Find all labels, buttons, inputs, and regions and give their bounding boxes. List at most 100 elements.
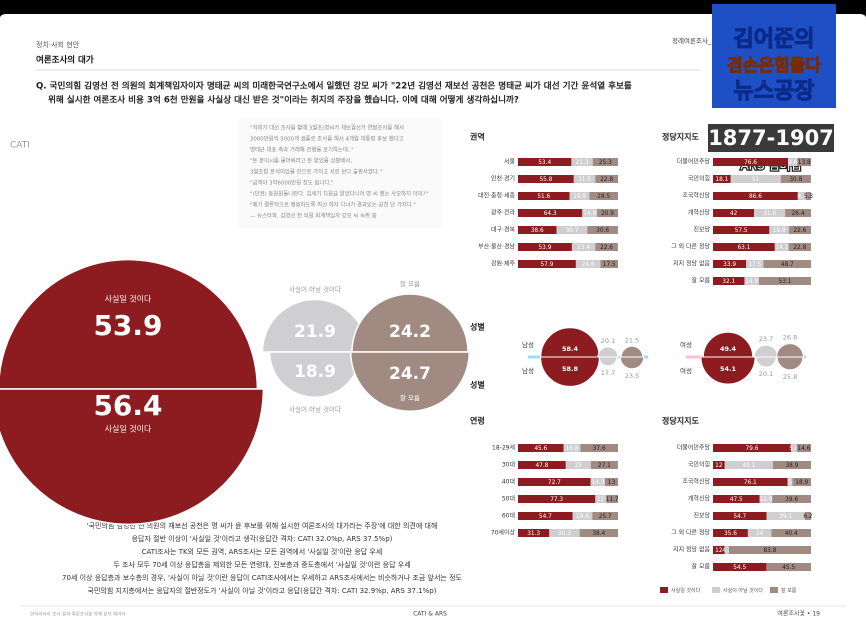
legend-swatch: [660, 587, 668, 593]
value-label: 11.7: [606, 497, 619, 503]
logo-line1: 김어준의: [734, 27, 815, 52]
value-label: 30.6: [596, 228, 609, 234]
category-label: 그 외 다른 정당: [671, 529, 710, 537]
bar-segment: [805, 192, 811, 200]
bar-segment: [595, 243, 618, 251]
value-label: 31.6: [763, 211, 776, 217]
bar-segment: [796, 444, 811, 452]
category-label: 조국혁신당: [682, 192, 710, 200]
quote-line: "금액이 3억6000만원 정도 됩니다.": [250, 179, 334, 187]
quote-box: [238, 118, 442, 228]
bar-segment: [518, 461, 566, 469]
logo-line2: 겸손은힘들다: [727, 55, 821, 76]
value-label: 21.9: [294, 322, 336, 342]
bar-segment: [549, 529, 580, 537]
value-label: 12.9: [759, 497, 772, 503]
bubble: [0, 258, 259, 390]
bar-segment: [713, 512, 767, 520]
value-label: 58.8: [562, 365, 579, 373]
summary-line: 국민의힘 지지층에서는 응답자의 절반정도가 '사실이 아닐 것'이라고 응답(…: [88, 586, 437, 595]
bar-segment: [758, 277, 811, 285]
bar-segment: [571, 243, 596, 251]
bar-segment: [572, 512, 593, 520]
quote: "저희가 대선 조사를 할때 3월초(명씨가 재보궐선거 연말조사를 해서 300…: [250, 124, 428, 220]
bubble: [351, 293, 469, 353]
category-label: 개혁신당: [688, 209, 711, 217]
value-label: 37.6: [593, 446, 606, 452]
chart-title: 성별: [470, 322, 485, 332]
bar-segment: [518, 260, 576, 268]
value-label: 22.8: [600, 177, 613, 183]
category-label: 60대: [502, 512, 515, 520]
footer-left: 한국리서치 조사 결과 여론조사꽃 자체 분석 데이터: [30, 611, 126, 618]
value-label: 6.2: [803, 514, 813, 520]
value-label: 14.8: [745, 279, 758, 285]
bar-segment: [713, 226, 770, 234]
bar-segment: [713, 260, 747, 268]
value-label: 13: [608, 480, 616, 486]
bar-segment: [518, 243, 572, 251]
value-label: 77.3: [550, 497, 563, 503]
value-label: 38.4: [592, 531, 605, 537]
bar-segment: [797, 158, 811, 166]
bar-segment: [797, 192, 806, 200]
value-label: 25: [575, 463, 583, 469]
value-label: 25.7: [599, 514, 612, 520]
bar-segment: [771, 529, 811, 537]
value-label: 55.8: [539, 177, 552, 183]
bubble: [540, 327, 600, 358]
value-label: 25.8: [783, 373, 797, 381]
value-label: 45.5: [782, 565, 795, 571]
value-label: 33.9: [723, 262, 736, 268]
bar-segment: [788, 243, 811, 251]
bar-segment: [589, 192, 618, 200]
summary-line: '국민의힘 김영선 전 의원의 재보선 공천은 명 씨가 윤 후보를 위해 실시…: [87, 521, 438, 530]
value-label: 20.9: [601, 211, 614, 217]
group-label: 여성: [680, 340, 692, 349]
value-label: 57.9: [540, 262, 553, 268]
bubble: [755, 356, 777, 368]
chart-title: 성별: [470, 380, 485, 390]
bar-segment: [600, 260, 618, 268]
bar-segment: [772, 495, 811, 503]
bar-segment: [788, 158, 798, 166]
value-label: 19.6: [576, 514, 589, 520]
bar-segment: [582, 209, 598, 217]
value-label: 18.9: [294, 362, 336, 382]
bar-segment: [724, 461, 773, 469]
bar-segment: [518, 192, 570, 200]
value-label: 14.1: [775, 245, 788, 251]
value-label: 16.8: [566, 446, 579, 452]
series-label: 사실일 것이다: [105, 294, 152, 304]
value-label: 9.6: [788, 160, 798, 166]
value-label: 49.4: [720, 345, 737, 353]
value-label: 12: [715, 463, 723, 469]
category-label: 조국혁신당: [682, 478, 710, 486]
value-label: 51.6: [537, 194, 550, 200]
value-label: 76.6: [744, 160, 757, 166]
bar-segment: [763, 260, 812, 268]
category-label: 더불어민주당: [677, 444, 711, 452]
bar-segment: [744, 277, 759, 285]
series-label: 사실이 아닐 것이다: [289, 404, 341, 413]
value-label: 12: [715, 548, 723, 554]
footer-right: 여론조사꽃 • 19: [777, 610, 820, 618]
bubble: [620, 345, 644, 358]
value-label: 30.7: [565, 228, 578, 234]
bar-segment: [780, 175, 811, 183]
value-label: 17.5: [748, 262, 761, 268]
bar-segment: [769, 226, 789, 234]
bar-segment: [713, 175, 731, 183]
bar-segment: [713, 461, 725, 469]
value-label: 45.6: [534, 446, 547, 452]
chart-title: 권역: [470, 132, 485, 142]
chart-title: 정당지지도: [662, 132, 699, 142]
bar-segment: [754, 209, 786, 217]
bar-segment: [730, 175, 781, 183]
series-label: 사실이 아닐 것이다: [289, 284, 341, 293]
bar-segment: [518, 478, 591, 486]
value-label: 51: [752, 177, 760, 183]
bar-segment: [518, 495, 596, 503]
value-label: 54.7: [539, 514, 552, 520]
bar-segment: [518, 226, 557, 234]
